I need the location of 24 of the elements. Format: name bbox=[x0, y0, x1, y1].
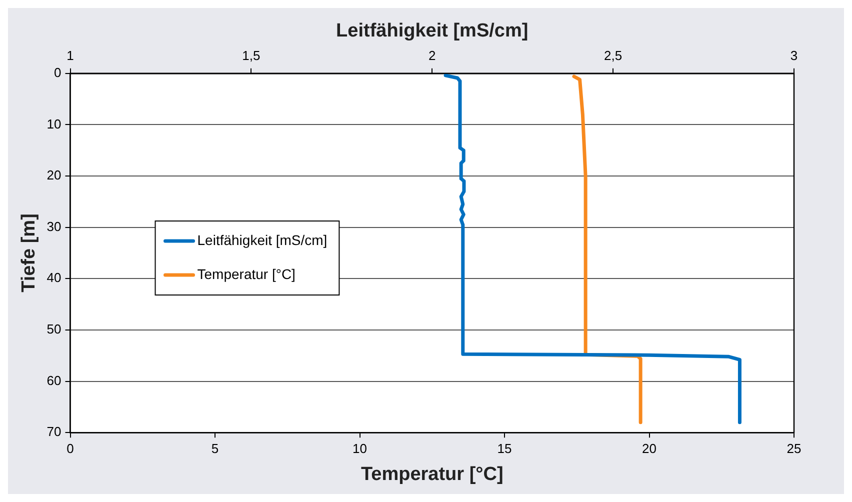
x2-tick-label: 2,5 bbox=[604, 48, 622, 64]
legend-label: Leitfähigkeit [mS/cm] bbox=[197, 232, 328, 248]
y-tick-label: 20 bbox=[46, 168, 62, 183]
legend-label: Temperatur [°C] bbox=[197, 266, 296, 282]
y-tick-label: 30 bbox=[46, 218, 62, 234]
x-tick-label: 0 bbox=[66, 440, 74, 456]
y-tick-label: 40 bbox=[46, 270, 62, 286]
y-tick-label: 10 bbox=[46, 116, 62, 132]
x-tick-label: 10 bbox=[352, 440, 367, 456]
x-tick-label: 25 bbox=[786, 440, 802, 456]
x-tick-label: 20 bbox=[642, 440, 656, 456]
y-tick-label: 50 bbox=[46, 322, 62, 337]
x-tick-label: 5 bbox=[211, 440, 219, 456]
x2-tick-label: 1,5 bbox=[242, 48, 260, 64]
y-tick-label: 0 bbox=[54, 64, 62, 80]
y-axis-title: Tiefe [m] bbox=[18, 214, 40, 292]
y-tick-label: 60 bbox=[46, 372, 62, 388]
x-tick-label: 15 bbox=[497, 440, 512, 456]
x-axis-title: Temperatur [°C] bbox=[360, 464, 504, 485]
y-tick-label: 70 bbox=[46, 424, 62, 440]
x2-tick-label: 1 bbox=[66, 48, 74, 64]
x2-axis-title: Leitfähigkeit [mS/cm] bbox=[336, 20, 528, 42]
x2-tick-label: 3 bbox=[790, 48, 798, 64]
x2-tick-label: 2 bbox=[428, 48, 436, 64]
